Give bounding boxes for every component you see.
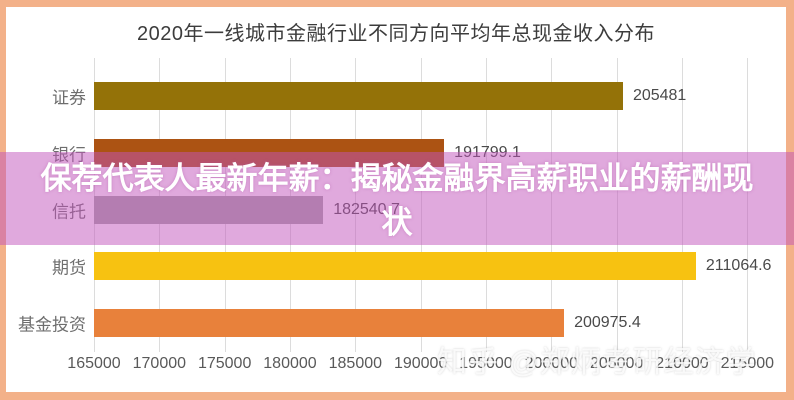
x-tick-label: 210000 bbox=[655, 355, 709, 372]
category-label: 期货 bbox=[52, 258, 86, 278]
headline-line-1: 保荐代表人最新年薪：揭秘金融界高薪职业的薪酬现 bbox=[40, 161, 754, 196]
headline-overlay-band: 保荐代表人最新年薪：揭秘金融界高薪职业的薪酬现 状 bbox=[0, 152, 794, 245]
x-tick-label: 205000 bbox=[589, 355, 644, 372]
bar-基金投资 bbox=[94, 309, 565, 337]
x-tick-label: 200000 bbox=[524, 355, 579, 372]
bar-证券 bbox=[94, 82, 623, 110]
category-label: 证券 bbox=[52, 88, 86, 108]
x-tick-label: 190000 bbox=[393, 355, 448, 372]
x-tick-label: 195000 bbox=[459, 355, 513, 372]
chart-title: 2020年一线城市金融行业不同方向平均年总现金收入分布 bbox=[137, 23, 655, 45]
value-label: 211064.6 bbox=[705, 257, 772, 275]
x-tick-label: 165000 bbox=[67, 355, 121, 372]
x-tick-label: 180000 bbox=[263, 355, 317, 372]
x-axis-ticks: 165000 170000 175000 180000 185000 190000 1950… bbox=[67, 355, 774, 377]
value-label: 205481 bbox=[632, 87, 687, 104]
category-label: 基金投资 bbox=[18, 315, 86, 335]
value-label: 200975.4 bbox=[574, 314, 641, 331]
headline-line-2: 状 bbox=[381, 205, 413, 240]
x-tick-label: 215000 bbox=[720, 355, 775, 372]
x-tick-label: 185000 bbox=[328, 355, 383, 372]
bar-期货 bbox=[94, 252, 696, 281]
x-tick-label: 175000 bbox=[197, 355, 252, 372]
zhihu-watermark: 知乎 @郑炳考研经济学 bbox=[437, 346, 757, 379]
x-tick-label: 170000 bbox=[132, 355, 187, 372]
